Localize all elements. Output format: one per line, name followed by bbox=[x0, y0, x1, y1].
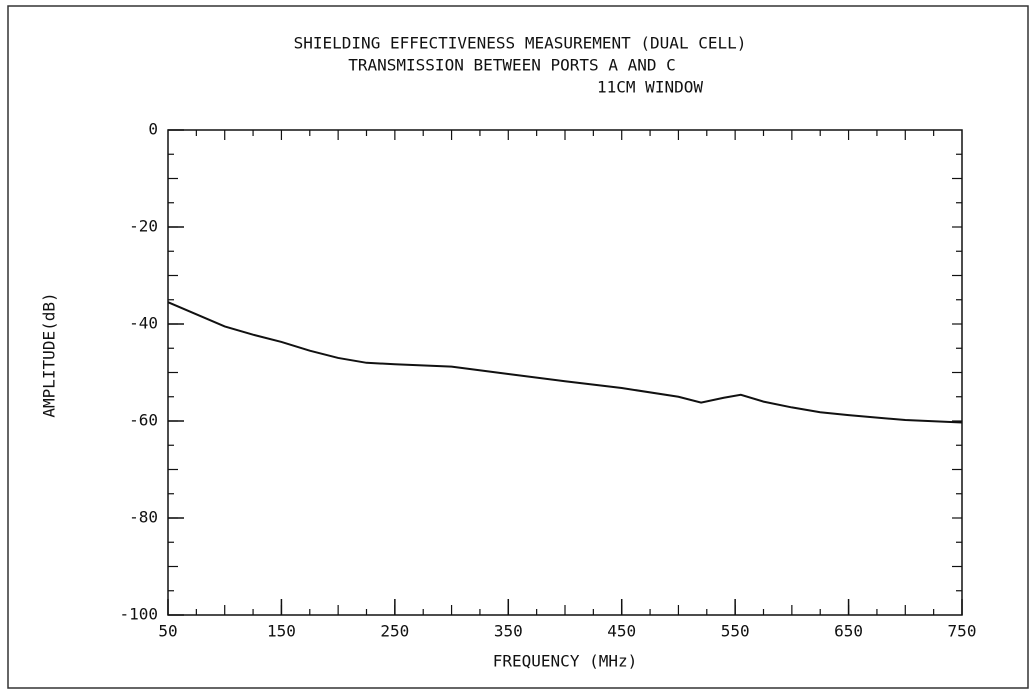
chart-subtitle: 11CM WINDOW bbox=[597, 78, 703, 97]
x-tick-label: 750 bbox=[948, 622, 977, 641]
x-tick-label: 450 bbox=[607, 622, 636, 641]
x-tick-label: 550 bbox=[721, 622, 750, 641]
y-tick-label: -20 bbox=[129, 217, 158, 236]
y-tick-label: -100 bbox=[119, 605, 158, 624]
x-tick-label: 250 bbox=[380, 622, 409, 641]
x-axis-label: FREQUENCY (MHz) bbox=[493, 652, 638, 671]
chart-subtitle: TRANSMISSION BETWEEN PORTS A AND C bbox=[348, 56, 676, 75]
y-tick-label: -60 bbox=[129, 411, 158, 430]
chart-title: SHIELDING EFFECTIVENESS MEASUREMENT (DUA… bbox=[294, 34, 747, 53]
y-tick-label: 0 bbox=[148, 120, 158, 139]
y-tick-label: -80 bbox=[129, 508, 158, 527]
y-axis-label: AMPLITUDE(dB) bbox=[40, 292, 59, 417]
x-tick-label: 50 bbox=[158, 622, 177, 641]
x-tick-label: 650 bbox=[834, 622, 863, 641]
page-frame bbox=[7, 5, 1029, 689]
x-tick-label: 350 bbox=[494, 622, 523, 641]
data-line bbox=[167, 301, 963, 424]
x-tick-label: 150 bbox=[267, 622, 296, 641]
y-tick-label: -40 bbox=[129, 314, 158, 333]
plot-frame bbox=[167, 129, 963, 616]
